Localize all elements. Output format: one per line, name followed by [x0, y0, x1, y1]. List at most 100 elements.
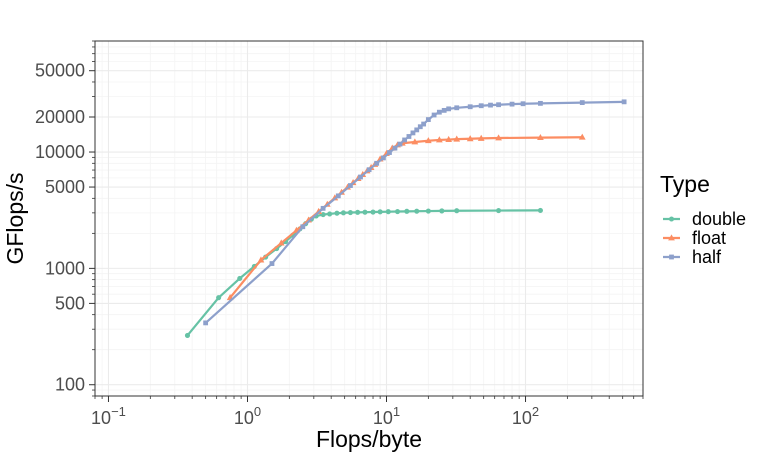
y-axis: 100 500 1000 5000 10000 20000 50000 [35, 40, 95, 397]
data-point-float [445, 135, 453, 142]
data-point-half [454, 105, 460, 111]
data-point-double [439, 208, 445, 214]
data-point-half [414, 127, 420, 133]
data-point-float [411, 138, 419, 145]
y-axis-title: GFlops/s [2, 172, 28, 264]
legend-item-double: double [663, 209, 746, 229]
data-point-half [397, 141, 403, 147]
data-point-half [478, 103, 484, 109]
data-point-double [414, 208, 420, 214]
data-point-double [347, 209, 353, 216]
data-point-half [421, 121, 427, 127]
data-point-half [425, 117, 431, 122]
data-point-half [446, 106, 452, 112]
panel-background [95, 41, 643, 396]
x-tick-label: 100 [234, 404, 261, 428]
data-point-half [402, 137, 408, 143]
data-point-double [377, 209, 383, 215]
y-tick-label: 5000 [45, 177, 85, 197]
data-point-half [203, 320, 209, 326]
data-point-half [496, 102, 501, 108]
data-point-double [496, 207, 502, 214]
data-point-half [579, 100, 585, 105]
data-point-float [424, 137, 432, 144]
data-point-half [366, 167, 372, 173]
data-point-half [410, 130, 416, 136]
data-point-float [537, 133, 544, 141]
y-tick-label: 50000 [35, 61, 85, 81]
data-point-half [509, 101, 515, 107]
data-point-double [385, 209, 391, 215]
data-point-double [404, 208, 410, 214]
y-tick-label: 100 [55, 375, 85, 395]
y-tick-label: 10000 [35, 142, 85, 162]
data-point-half [392, 145, 398, 151]
x-tick-label: 10−1 [91, 404, 126, 428]
grid-minor [94, 40, 644, 397]
series-half [203, 99, 627, 326]
x-axis: 10−1 100 101 102 [91, 396, 644, 428]
data-point-double [237, 275, 243, 281]
data-point-float [477, 134, 485, 141]
legend-title: Type [660, 171, 710, 197]
legend-item-float: float [663, 228, 726, 248]
data-point-float [435, 136, 443, 143]
data-point-double [394, 208, 401, 215]
data-point-double [537, 207, 543, 213]
data-point-half [300, 224, 306, 230]
data-point-double [425, 208, 431, 214]
legend-key-marker [668, 216, 675, 222]
data-point-double [320, 212, 326, 218]
data-point-double [216, 295, 222, 301]
data-point-half [320, 205, 326, 211]
legend-item-half: half [663, 247, 722, 267]
data-point-half [467, 104, 473, 110]
data-point-half [621, 99, 627, 105]
data-point-half [335, 193, 341, 199]
data-point-half [406, 134, 412, 139]
x-tick-label: 102 [512, 404, 539, 428]
data-point-double [454, 208, 460, 214]
data-point-half [520, 101, 526, 107]
data-point-float [453, 135, 461, 142]
data-point-half [417, 124, 423, 130]
data-point-float [257, 256, 265, 263]
data-point-half [358, 174, 363, 180]
data-point-double [327, 211, 333, 217]
panel-border [94, 40, 644, 397]
data-point-half [441, 107, 447, 113]
y-tick-label: 1000 [45, 258, 85, 278]
data-point-double [370, 209, 376, 215]
data-point-half [431, 112, 437, 118]
data-point-float [277, 239, 285, 246]
data-point-float [466, 135, 474, 142]
data-point-double [184, 332, 191, 339]
data-point-half [348, 183, 353, 188]
legend-label: half [692, 247, 722, 267]
y-tick-label: 20000 [35, 107, 85, 127]
data-point-double [355, 209, 361, 215]
data-point-float [495, 134, 502, 141]
data-point-half [436, 109, 442, 115]
data-point-float [578, 133, 586, 140]
data-point-double [340, 210, 346, 216]
data-point-half [374, 160, 380, 166]
legend-key-marker [669, 254, 674, 260]
series-layer [184, 99, 627, 339]
data-point-half [381, 155, 386, 161]
legend-key-marker [668, 234, 675, 241]
legend-label: float [692, 228, 726, 248]
data-point-half [488, 102, 493, 108]
data-point-double [362, 209, 368, 215]
data-point-double [334, 210, 340, 216]
y-tick-label: 500 [55, 293, 85, 313]
grid-major [95, 41, 643, 396]
x-tick-label: 101 [373, 404, 400, 428]
x-axis-title: Flops/byte [316, 426, 422, 452]
data-point-half [269, 261, 275, 266]
data-point-half [387, 150, 392, 155]
data-point-half [538, 100, 543, 106]
